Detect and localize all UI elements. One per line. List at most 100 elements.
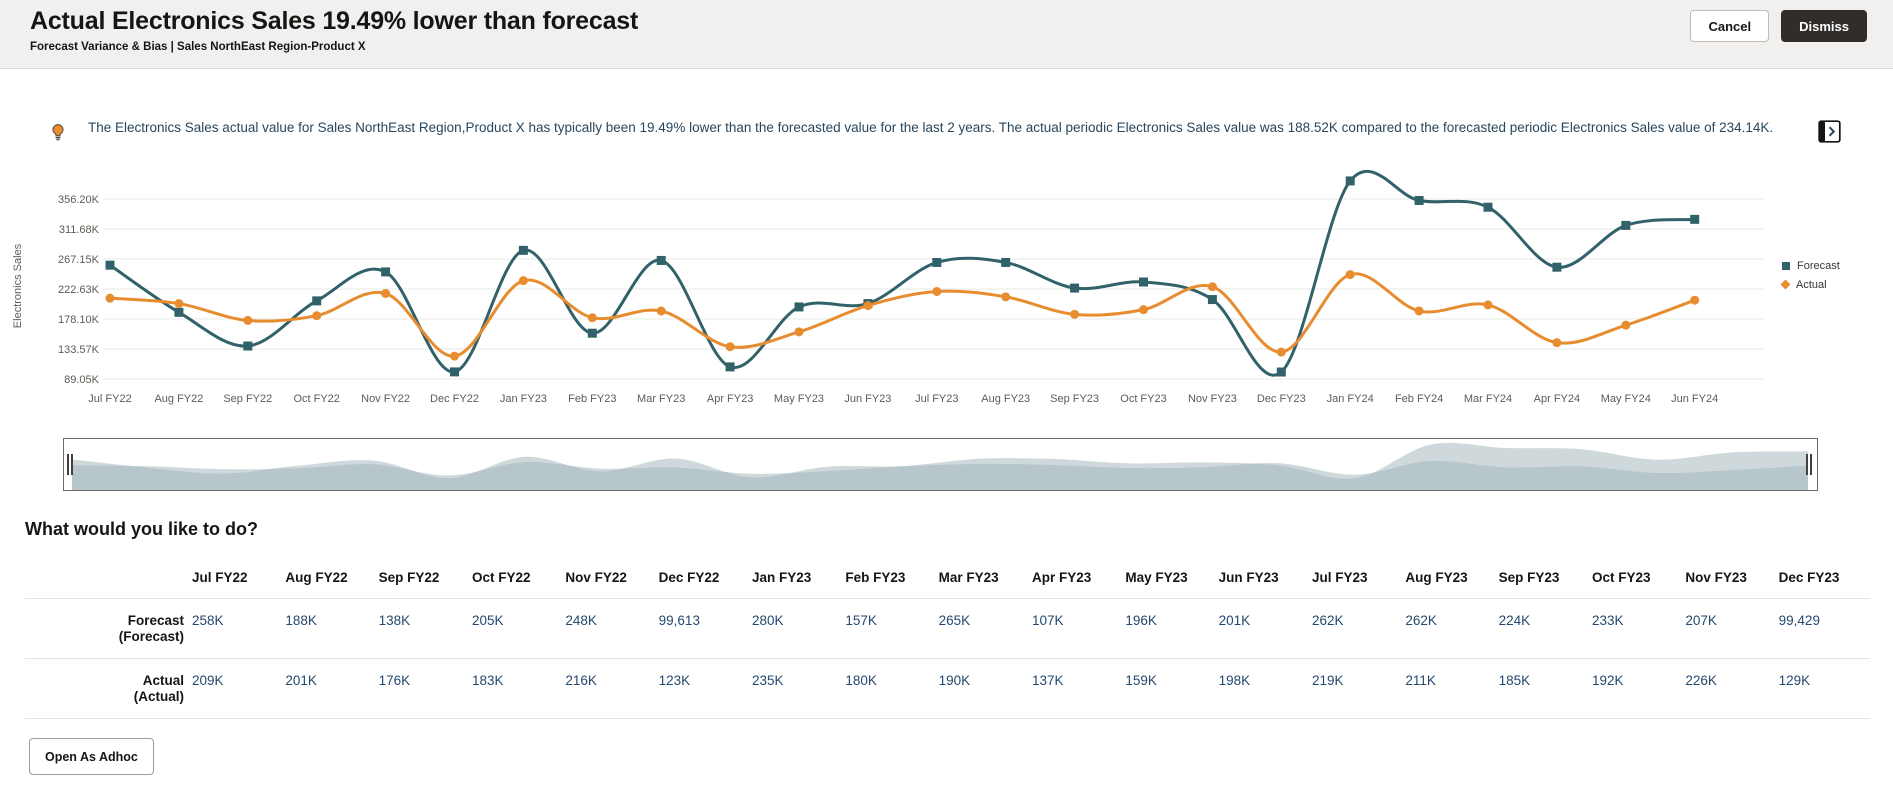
x-tick-label: Aug FY22 [154,393,203,405]
actual-marker [1483,300,1493,310]
table-column-header: Jul FY22 [192,570,248,585]
dismiss-button[interactable]: Dismiss [1781,10,1867,42]
legend-label: Actual [1796,278,1827,291]
table-column-header: Dec FY22 [658,570,720,585]
table-column-header: May FY23 [1125,570,1188,585]
forecast-marker [1001,257,1011,267]
forecast-marker [1345,176,1355,186]
x-tick-label: Nov FY23 [1188,393,1237,405]
actual-marker [1276,347,1286,357]
x-tick-label: Feb FY23 [568,393,616,405]
table-cell: 180K [845,673,877,688]
forecast-marker [312,296,322,306]
table-cell: 205K [472,613,504,628]
table-column-header: Oct FY22 [472,570,531,585]
prompt-heading: What would you like to do? [25,519,258,539]
y-tick-label: 356.20K [58,194,100,206]
table-header-row: Jul FY22 Aug FY22 Sep FY22 Oct FY22 Nov FY22… [25,560,1870,599]
forecast-actual-line-chart: 356.20K 311.68K 267.15K 222.63K 178.10K 133.5… [58,169,1763,405]
x-tick-label: May FY24 [1601,393,1651,405]
forecast-marker [932,257,942,267]
table-column-header: Dec FY23 [1778,570,1840,585]
actual-marker [1690,295,1700,305]
table-cell: 157K [845,613,877,628]
table-cell: 265K [938,613,971,628]
actual-marker [450,351,459,361]
table-row: Forecast (Forecast) 258K 188K 138K 205K 248K 99… [25,599,1870,659]
x-tick-label: Jan FY24 [1327,393,1374,405]
table-column-header: Feb FY23 [845,570,906,585]
forecast-line [109,169,1695,377]
cancel-button[interactable]: Cancel [1690,10,1770,42]
forecast-marker [1483,202,1493,212]
table-cell: 196K [1125,613,1157,628]
table-column-header: Sep FY22 [378,570,440,585]
x-tick-label: Jan FY23 [500,393,547,405]
x-tick-label: Jul FY22 [88,393,131,405]
table-cell: 99,613 [658,613,700,628]
table-cell: 192K [1592,673,1624,688]
forecast-marker [794,302,804,312]
actual-marker [725,342,735,352]
x-tick-label: Sep FY23 [1050,393,1099,405]
data-table: Jul FY22 Aug FY22 Sep FY22 Oct FY22 Nov FY22… [25,560,1870,719]
range-handle-right[interactable] [1806,454,1814,475]
table-cell: 159K [1125,673,1157,688]
open-as-adhoc-button[interactable]: Open As Adhoc [29,738,154,775]
table-row-header: Actual (Actual) [133,673,184,704]
table-cell: 262K [1312,613,1344,628]
y-tick-label: 133.57K [58,344,100,356]
range-selector[interactable] [63,438,1818,491]
actual-marker [587,313,597,323]
table-corner-cell [25,570,190,585]
overview-area [72,460,1808,490]
forecast-marker [243,341,253,351]
table-cell: 201K [1218,613,1251,628]
forecast-marker [381,267,391,277]
x-tick-label: May FY23 [774,393,824,405]
x-tick-label: Nov FY22 [361,393,410,405]
range-handle-left[interactable] [67,454,75,475]
actual-marker [1070,309,1080,319]
actual-marker [1207,282,1217,292]
insight-text: The Electronics Sales actual value for S… [88,120,1774,135]
table-cell: 137K [1032,673,1064,688]
x-tick-label: Sep FY22 [223,393,272,405]
actual-line [109,272,1696,358]
table-cell: 211K [1405,673,1436,688]
table-cell: 209K [192,673,224,688]
x-tick-label: Apr FY23 [707,393,753,405]
x-tick-label: Dec FY23 [1257,393,1306,405]
dialog-header: Actual Electronics Sales 19.49% lower th… [0,0,1893,69]
table-cell: 190K [938,673,971,688]
table-cell: 107K [1032,613,1064,628]
table-cell: 123K [658,673,691,688]
x-tick-label: Aug FY23 [981,393,1030,405]
actual-swatch-icon [1780,279,1791,290]
y-tick-label: 311.68K [59,224,100,236]
x-tick-label: Jun FY23 [844,393,891,405]
x-tick-label: Oct FY22 [293,393,339,405]
actual-marker [1621,320,1631,330]
page-title: Actual Electronics Sales 19.49% lower th… [30,7,639,35]
actual-marker [174,299,184,309]
actual-marker [1001,292,1011,302]
actual-marker [105,293,115,303]
header-titles: Actual Electronics Sales 19.49% lower th… [30,7,638,68]
table-column-header: Sep FY23 [1498,570,1560,585]
forecast-marker [1552,262,1562,272]
actual-marker [312,311,322,321]
y-tick-label: 267.15K [58,254,100,266]
forecast-marker [656,255,666,265]
actual-marker [243,315,253,325]
legend-item-forecast[interactable]: Forecast [1782,256,1840,275]
table-column-header: Nov FY22 [565,570,627,585]
actual-marker [1345,270,1355,280]
open-panel-icon[interactable] [1818,120,1841,143]
table-column-header: Oct FY23 [1592,570,1651,585]
x-tick-label: Mar FY23 [637,393,685,405]
legend-item-actual[interactable]: Actual [1780,275,1840,294]
forecast-marker [1139,277,1148,287]
actual-marker [518,276,528,286]
table-cell: 235K [752,673,784,688]
